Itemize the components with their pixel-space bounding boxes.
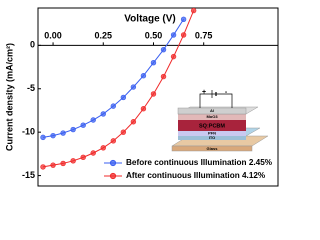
data-point xyxy=(100,145,106,151)
inset-label: SQ:PCBM xyxy=(199,123,225,129)
data-point xyxy=(160,46,167,53)
y-tick-label: -5 xyxy=(27,83,35,93)
x-tick-label: 0.25 xyxy=(95,31,113,41)
inset-label: ITO xyxy=(209,135,216,140)
data-point xyxy=(90,150,96,156)
data-point xyxy=(80,154,86,161)
x-axis-label: Voltage (V) xyxy=(124,14,175,25)
y-tick-label: -15 xyxy=(22,170,35,180)
data-point xyxy=(170,53,177,60)
page: {"chart_data": {"type": "line", "x_label… xyxy=(4,7,279,187)
x-tick-label: 0.75 xyxy=(195,31,213,41)
data-point xyxy=(90,117,96,123)
data-point xyxy=(140,106,147,112)
data-point xyxy=(40,164,46,170)
legend-marker xyxy=(109,159,117,167)
y-axis-label: Current density (mA/cm²) xyxy=(4,43,14,151)
data-point xyxy=(50,162,56,168)
data-point xyxy=(120,129,127,135)
x-tick-label: 0.00 xyxy=(44,31,62,41)
data-point xyxy=(110,138,117,144)
inset-label: + xyxy=(202,89,206,96)
data-point xyxy=(120,94,127,101)
data-point xyxy=(110,103,117,109)
data-point xyxy=(60,130,66,136)
plot-frame xyxy=(37,7,279,187)
series-line xyxy=(42,10,195,168)
inset-label: Al xyxy=(210,108,214,113)
legend-box xyxy=(100,156,276,184)
data-point xyxy=(100,111,106,117)
data-point xyxy=(150,60,157,66)
legend-marker xyxy=(109,172,117,180)
data-point xyxy=(80,122,86,128)
legend: Before continuous Illumination 2.45% Afte… xyxy=(100,156,276,184)
inset-label: PFN xyxy=(208,131,216,136)
legend-label: After continuous Illumination 4.12% xyxy=(126,171,266,180)
data-point xyxy=(160,73,167,80)
y-tick-label: 0 xyxy=(30,40,35,50)
y-tick-label: -10 xyxy=(22,127,35,137)
data-point xyxy=(50,132,56,139)
data-point xyxy=(190,8,197,14)
data-point xyxy=(180,32,187,38)
data-point xyxy=(70,158,76,164)
x-tick-label: 0.50 xyxy=(145,31,163,41)
legend-label: Before continuous Illumination 2.45% xyxy=(126,158,273,167)
data-point xyxy=(130,119,137,125)
data-point xyxy=(180,16,187,22)
data-point xyxy=(170,32,177,38)
inset-label: - xyxy=(225,89,228,96)
data-point xyxy=(140,73,147,79)
data-point xyxy=(40,134,46,141)
data-point xyxy=(70,126,76,133)
data-point xyxy=(150,91,157,97)
data-point xyxy=(60,160,66,167)
data-point xyxy=(130,84,137,90)
inset-label: MoO3 xyxy=(206,114,218,119)
inset-label: Glass xyxy=(207,146,219,151)
chart: Voltage (V) Current density (mA/cm²) AlM… xyxy=(4,7,279,187)
